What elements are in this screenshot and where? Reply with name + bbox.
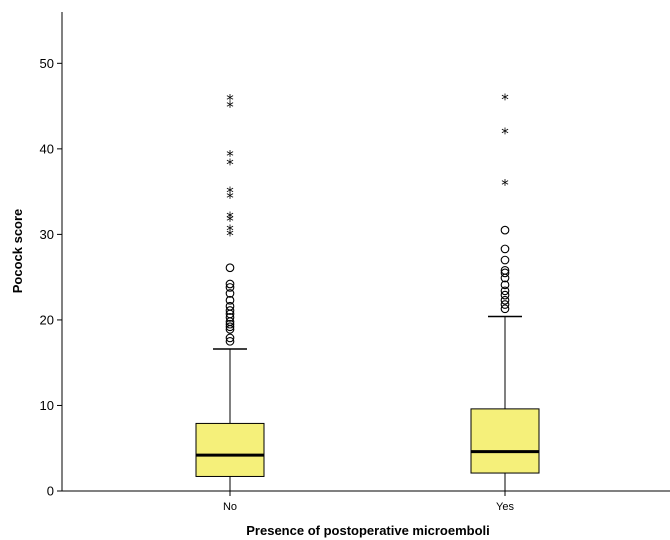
y-tick-label: 50 bbox=[40, 56, 54, 71]
outlier-point bbox=[225, 336, 235, 346]
outlier-point bbox=[500, 244, 510, 254]
outlier-point bbox=[500, 265, 510, 275]
outlier-point bbox=[225, 295, 235, 305]
x-tick-label: Yes bbox=[496, 501, 514, 513]
outlier-point bbox=[225, 263, 235, 273]
x-axis-title: Presence of postoperative microemboli bbox=[246, 523, 489, 538]
y-tick-label: 0 bbox=[47, 484, 54, 499]
outlier-point bbox=[225, 289, 235, 298]
outlier-point bbox=[225, 313, 235, 322]
outlier-point bbox=[500, 286, 510, 296]
outlier-point bbox=[225, 283, 235, 292]
y-tick-label: 40 bbox=[40, 141, 54, 156]
outlier-point bbox=[500, 295, 510, 305]
y-tick-label: 20 bbox=[40, 312, 54, 327]
extreme-point: * bbox=[226, 147, 234, 165]
extreme-point: * bbox=[501, 125, 509, 143]
outlier-point bbox=[500, 268, 510, 278]
outlier-point bbox=[500, 280, 510, 290]
outlier-point bbox=[225, 279, 235, 289]
outlier-point bbox=[225, 301, 235, 311]
extreme-point: * bbox=[226, 208, 234, 226]
y-axis-title: Pocock score bbox=[10, 209, 25, 294]
iqr-box bbox=[195, 422, 265, 477]
outlier-point bbox=[225, 322, 235, 332]
extreme-point: * bbox=[226, 98, 234, 116]
extreme-point: * bbox=[226, 221, 234, 239]
outlier-point bbox=[500, 255, 510, 265]
outlier-point bbox=[225, 333, 235, 343]
extreme-point: * bbox=[501, 90, 509, 108]
extreme-point: * bbox=[501, 176, 509, 194]
box-no: ********** bbox=[195, 91, 265, 492]
extreme-point: * bbox=[226, 155, 234, 173]
iqr-box bbox=[470, 408, 540, 474]
outlier-point bbox=[500, 304, 510, 314]
extreme-point: * bbox=[226, 91, 234, 109]
outlier-point bbox=[225, 306, 235, 315]
extreme-point: * bbox=[226, 226, 234, 244]
box-yes: * * * bbox=[470, 90, 540, 492]
x-tick-label: No bbox=[223, 501, 237, 513]
outlier-point bbox=[500, 225, 510, 235]
y-tick-label: 10 bbox=[40, 398, 54, 413]
extreme-point: * bbox=[226, 212, 234, 230]
outlier-point bbox=[225, 319, 235, 329]
extreme-point: * bbox=[226, 184, 234, 202]
extreme-point: * bbox=[226, 189, 234, 207]
outlier-point bbox=[500, 300, 510, 309]
y-tick-label: 30 bbox=[40, 227, 54, 242]
outlier-point bbox=[500, 290, 510, 300]
